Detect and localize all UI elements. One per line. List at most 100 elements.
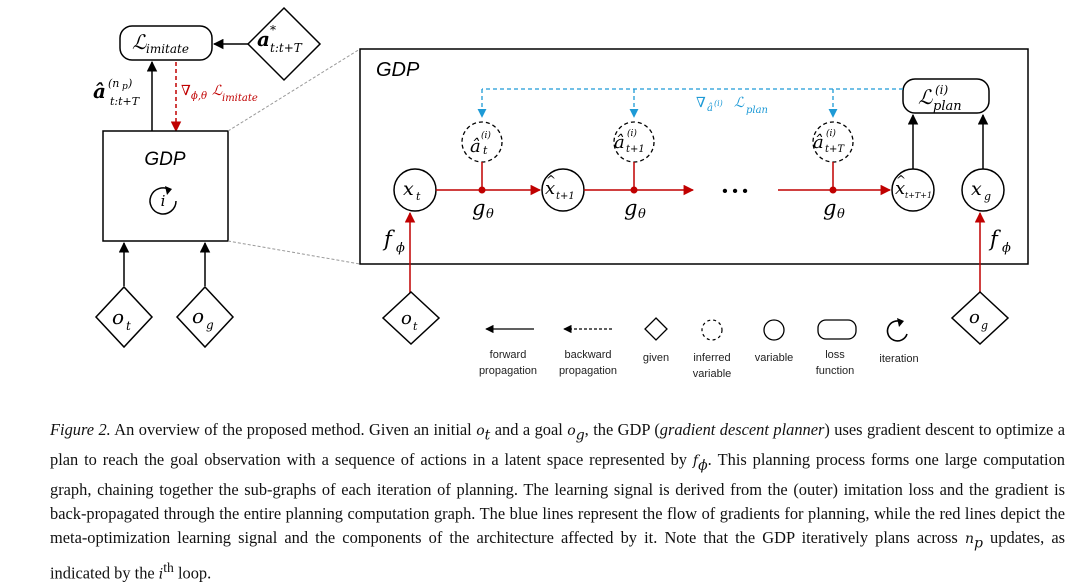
svg-text:x: x xyxy=(403,178,414,200)
legend-label: iteration xyxy=(879,353,918,365)
caption-text: . This planning process forms one large … xyxy=(50,450,1065,547)
svg-text:t+T: t+T xyxy=(825,144,845,155)
svg-text:t: t xyxy=(483,144,488,157)
encoder-label-left: f ϕ xyxy=(382,227,405,256)
svg-text:â: â xyxy=(470,136,481,157)
caption-math: t xyxy=(484,427,491,444)
figure-caption: Figure 2. An overview of the proposed me… xyxy=(50,418,1065,587)
caption-math: g xyxy=(575,427,585,444)
plan-gradient-nabla: ∇ xyxy=(696,95,706,111)
state-node-xt1: x ^ t+1 xyxy=(541,168,585,212)
caption-text: ) uses gradient descent to optimize a pl… xyxy=(50,420,1065,470)
plan-gradient-loss: ℒ xyxy=(734,95,745,111)
plan-loss-superscript: (i) xyxy=(935,83,949,97)
dynamics-label: g θ xyxy=(624,196,646,222)
svg-text:t+1: t+1 xyxy=(556,191,575,202)
svg-text:g: g xyxy=(624,196,637,220)
plan-loss-subscript: plan xyxy=(933,99,962,114)
left-goal-diamond xyxy=(175,285,235,349)
left-observation-symbol: o xyxy=(112,305,124,329)
svg-text:x: x xyxy=(545,178,555,199)
right-goal-diamond xyxy=(950,290,1010,346)
junction-dot xyxy=(478,186,486,194)
svg-text:ϕ: ϕ xyxy=(1002,241,1011,256)
legend-label: propagation xyxy=(479,365,537,377)
legend-label: variable xyxy=(755,352,794,364)
svg-text:(i): (i) xyxy=(826,128,836,139)
caption-math: n xyxy=(964,530,974,547)
caption-superscript: th xyxy=(163,559,174,575)
legend-given-diamond xyxy=(644,317,668,341)
imitation-gradient-subscript: ϕ,θ xyxy=(191,91,207,102)
figure-label: Figure 2. xyxy=(50,420,111,439)
zoom-line-bottom xyxy=(227,240,361,265)
svg-text:θ: θ xyxy=(638,207,646,222)
right-goal-subscript: g xyxy=(981,319,988,332)
state-node-xg: x g xyxy=(961,168,1005,212)
imitation-gradient-loss-subscript: imitate xyxy=(222,93,258,104)
caption-text: loop. xyxy=(173,563,212,583)
left-panel: ℒ imitate a * t:t+T â (n p ) t:t+T ∇ ϕ,θ… xyxy=(93,6,322,349)
left-goal-symbol: o xyxy=(192,304,204,328)
expert-action-diamond xyxy=(246,6,322,82)
svg-text:^: ^ xyxy=(546,173,556,187)
gdp-box xyxy=(102,130,229,242)
output-plan-superscript-close: ) xyxy=(127,77,132,90)
imitation-gradient-nabla: ∇ xyxy=(181,83,191,99)
svg-text:θ: θ xyxy=(837,207,845,222)
legend-iteration-icon xyxy=(886,318,908,342)
legend-label: forward xyxy=(490,349,527,361)
svg-text:^: ^ xyxy=(896,173,906,187)
right-observation-subscript: t xyxy=(413,320,418,333)
caption-math: f xyxy=(692,453,699,470)
legend-label: function xyxy=(816,365,855,377)
svg-text:(i): (i) xyxy=(481,130,491,141)
state-node-xtT1: x ^ t+T+1 xyxy=(891,168,935,212)
svg-text:t+1: t+1 xyxy=(626,144,645,155)
output-plan-subscript: t:t+T xyxy=(110,95,141,108)
plan-loss-symbol: ℒ xyxy=(918,85,933,109)
caption-text: and a goal xyxy=(490,420,568,439)
imitation-loss-node xyxy=(119,25,213,61)
legend-label: loss xyxy=(825,349,845,361)
caption-math: p xyxy=(973,535,983,552)
svg-text:g: g xyxy=(823,196,836,220)
svg-text:g: g xyxy=(472,196,485,220)
svg-text:f: f xyxy=(988,227,1001,251)
legend: forward propagation backward propagation… xyxy=(479,317,919,380)
chain-ellipsis: • • • xyxy=(722,183,748,200)
encoder-label-right: f ϕ xyxy=(988,227,1011,256)
gdp-detail-title: GDP xyxy=(376,59,420,81)
legend-label: propagation xyxy=(559,365,617,377)
output-plan-superscript-p: p xyxy=(122,82,128,92)
svg-text:t+T+1: t+T+1 xyxy=(905,191,932,200)
caption-math: o xyxy=(476,423,485,439)
svg-text:x: x xyxy=(971,178,982,200)
caption-math: ϕ xyxy=(698,457,708,474)
imitation-loss-symbol: ℒ xyxy=(132,30,147,54)
junction-dot xyxy=(630,186,638,194)
imitation-gradient-loss: ℒ xyxy=(212,83,223,99)
legend-label: backward xyxy=(564,349,611,361)
dynamics-label: g θ xyxy=(823,196,845,222)
legend-inferred-circle xyxy=(701,319,723,341)
legend-variable-circle xyxy=(763,319,785,341)
imitation-loss-subscript: imitate xyxy=(146,42,189,56)
junction-dot xyxy=(829,186,837,194)
svg-text:f: f xyxy=(382,227,395,251)
right-goal-symbol: o xyxy=(969,307,980,328)
expert-action-symbol: a xyxy=(257,27,270,51)
state-node-xt: x t xyxy=(393,168,437,212)
legend-loss-rect xyxy=(817,319,857,340)
plan-gradient-loss-subscript: plan xyxy=(746,105,768,116)
left-observation-subscript: t xyxy=(126,319,131,333)
right-observation-diamond xyxy=(381,290,441,346)
iteration-loop-icon xyxy=(149,186,177,215)
svg-text:g: g xyxy=(984,190,991,203)
action-node-t: â (i) t xyxy=(461,121,503,163)
output-plan-superscript-open: (n xyxy=(108,77,119,90)
svg-text:x: x xyxy=(895,178,905,199)
caption-text: , the GDP ( xyxy=(584,420,660,439)
iteration-index: i xyxy=(161,192,166,210)
action-node-tT: â (i) t+T xyxy=(812,121,854,163)
